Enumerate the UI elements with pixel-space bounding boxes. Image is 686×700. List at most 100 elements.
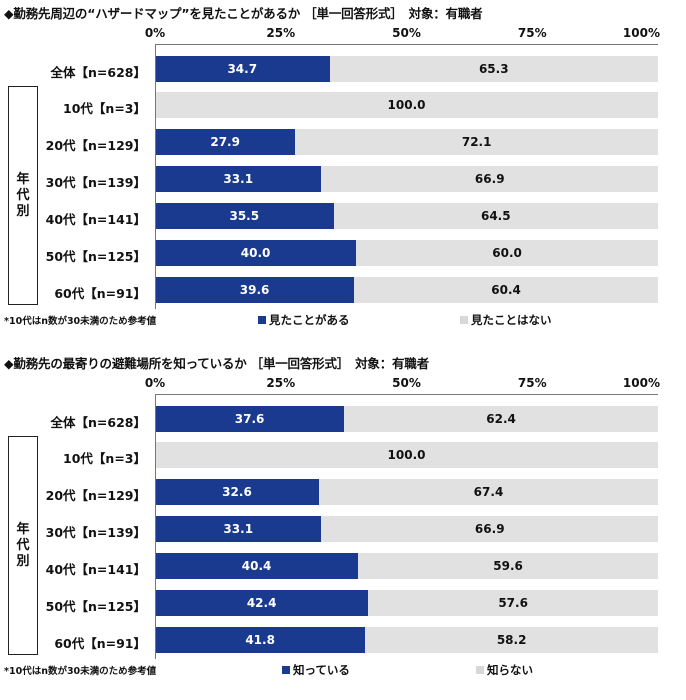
data-label: 60.4 (491, 283, 521, 297)
bar-segment-seen (155, 203, 334, 229)
data-label: 41.8 (245, 633, 275, 647)
y-axis-line (155, 394, 156, 659)
category-label: 30代【n=139】 (45, 175, 146, 190)
bar-segment-dont-know (155, 442, 658, 468)
data-label: 57.6 (498, 596, 528, 610)
category-label: 30代【n=139】 (45, 525, 146, 540)
category-label: 40代【n=141】 (45, 212, 146, 227)
age-group-label: 年代別 (9, 522, 37, 570)
bar-segment-know (155, 406, 345, 432)
legend-swatch (282, 665, 290, 674)
category-label: 10代【n=3】 (63, 451, 146, 466)
legend-item-dont-know: 知らない (476, 662, 533, 678)
x-tick-label: 75% (517, 376, 547, 390)
category-label: 50代【n=125】 (45, 249, 146, 264)
bar-segment-dont-know (318, 479, 658, 505)
x-tick-label: 50% (392, 376, 421, 390)
category-label: 60代【n=91】 (54, 636, 146, 651)
age-group-char: 別 (16, 203, 30, 219)
bar-segment-dont-know (368, 590, 658, 616)
data-label: 39.6 (239, 283, 270, 297)
bar-segment-not-seen (333, 203, 658, 229)
age-group-box: 年代別 (8, 86, 38, 305)
legend-label: 知っている (293, 663, 350, 677)
age-group-label: 年代別 (9, 172, 37, 220)
bar-segment-not-seen (321, 166, 658, 192)
footnote: *10代はn数が30未満のため参考値 (4, 666, 157, 677)
chart-title: ◆勤務先の最寄りの避難場所を知っているか ［単一回答形式］ 対象：有職者 (4, 356, 429, 371)
legend-item-not-seen: 見たことはない (460, 312, 552, 328)
x-tick-label: 100% (622, 376, 660, 390)
bar-segment-know (155, 590, 369, 616)
age-group-char: 年 (16, 171, 30, 187)
data-label: 32.6 (222, 485, 252, 499)
x-tick-label: 100% (622, 26, 660, 40)
legend-swatch (460, 315, 468, 324)
category-label: 20代【n=129】 (45, 138, 146, 153)
data-label: 60.0 (492, 246, 522, 260)
data-label: 100.0 (387, 448, 426, 462)
x-tick-label: 25% (266, 376, 296, 390)
age-group-char: 別 (16, 553, 30, 569)
legend-label: 見たことはない (471, 313, 552, 327)
x-axis-line (155, 394, 658, 395)
category-label: 50代【n=125】 (45, 599, 146, 614)
x-tick-label: 0% (144, 376, 166, 390)
data-label: 35.5 (229, 209, 260, 223)
x-axis-line (155, 44, 658, 45)
bar-segment-dont-know (321, 516, 658, 542)
data-label: 59.6 (493, 559, 523, 573)
legend-item-seen: 見たことがある (258, 312, 350, 328)
legend-label: 見たことがある (269, 313, 350, 327)
bar-segment-know (155, 516, 322, 542)
bar-segment-not-seen (329, 56, 658, 82)
category-label: 全体【n=628】 (50, 415, 146, 430)
bar-segment-dont-know (358, 553, 658, 579)
age-group-box: 年代別 (8, 436, 38, 655)
footnote: *10代はn数が30未満のため参考値 (4, 316, 157, 327)
data-label: 66.9 (474, 522, 505, 536)
bar-segment-seen (155, 56, 330, 82)
data-label: 33.1 (223, 172, 254, 186)
category-label: 全体【n=628】 (50, 65, 146, 80)
bar-segment-dont-know (365, 627, 658, 653)
age-group-char: 代 (16, 187, 30, 203)
data-label: 40.4 (241, 559, 272, 573)
bar-segment-seen (155, 166, 322, 192)
data-label: 33.1 (223, 522, 254, 536)
x-tick-label: 75% (517, 26, 547, 40)
bar-segment-know (155, 553, 359, 579)
x-tick-label: 25% (266, 26, 296, 40)
bar-segment-seen (155, 277, 355, 303)
chart-hazard-map: ◆勤務先周辺の“ハザードマップ”を見たことがあるか ［単一回答形式］ 対象：有職… (4, 6, 660, 328)
legend-swatch (476, 665, 484, 674)
bar-segment-know (155, 479, 319, 505)
category-label: 60代【n=91】 (54, 286, 146, 301)
data-label: 42.4 (246, 596, 277, 610)
data-label: 27.9 (210, 135, 240, 149)
bar-segment-seen (155, 129, 296, 155)
x-axis-ticks: 0% 25% 50% 75% 100% (0, 376, 686, 392)
bar-segment-not-seen (356, 240, 658, 266)
data-label: 37.6 (234, 412, 265, 426)
bar-segment-dont-know (344, 406, 658, 432)
data-label: 64.5 (480, 209, 511, 223)
chart-title: ◆勤務先周辺の“ハザードマップ”を見たことがあるか ［単一回答形式］ 対象：有職… (4, 6, 483, 21)
y-axis-line (155, 44, 156, 309)
bar-segment-know (155, 627, 366, 653)
data-label: 72.1 (461, 135, 492, 149)
age-group-char: 代 (16, 537, 30, 553)
bar-segment-not-seen (354, 277, 658, 303)
category-label: 20代【n=129】 (45, 488, 146, 503)
data-label: 40.0 (240, 246, 271, 260)
category-label: 10代【n=3】 (63, 101, 146, 116)
legend-item-know: 知っている (282, 662, 350, 678)
chart-evacuation-site: ◆勤務先の最寄りの避難場所を知っているか ［単一回答形式］ 対象：有職者 0% 2… (0, 350, 686, 700)
bar-segment-seen (155, 240, 357, 266)
x-tick-label: 50% (392, 26, 421, 40)
bar-segment-not-seen (295, 129, 658, 155)
data-label: 100.0 (387, 98, 426, 112)
data-label: 34.7 (227, 62, 258, 76)
age-group-char: 年 (16, 521, 30, 537)
data-label: 65.3 (478, 62, 509, 76)
